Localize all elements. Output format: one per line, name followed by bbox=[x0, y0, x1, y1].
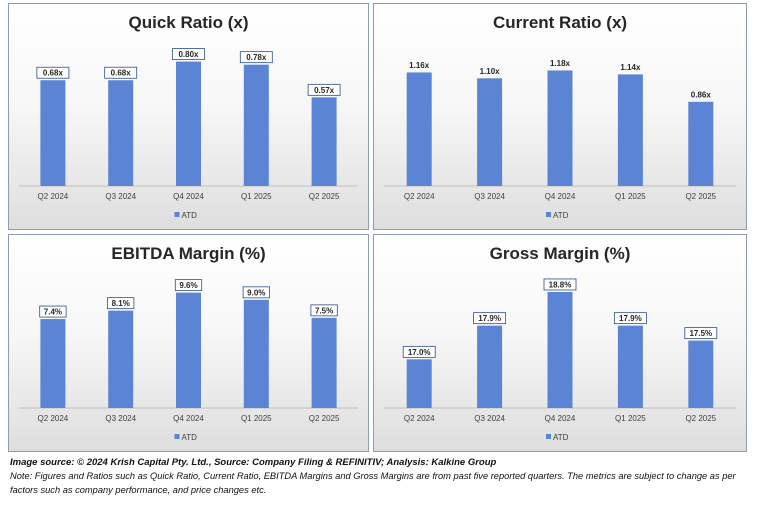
legend-swatch bbox=[174, 434, 180, 439]
legend-swatch bbox=[174, 212, 180, 217]
data-label-box bbox=[613, 312, 647, 325]
bar-q2-2025 bbox=[688, 101, 714, 186]
data-label-box bbox=[172, 48, 205, 60]
bar-q4-2024 bbox=[547, 70, 573, 186]
data-label: 17.9% bbox=[478, 314, 501, 323]
chart-svg: Gross Margin (%) 17.0% Q2 2024 17.9% Q3 2024… bbox=[384, 244, 736, 442]
bar-q1-2025 bbox=[243, 299, 269, 408]
x-tick-label: Q3 2024 bbox=[105, 414, 136, 423]
bar-q2-2024 bbox=[406, 359, 432, 408]
x-tick-label: Q2 2024 bbox=[404, 414, 435, 423]
data-label-box bbox=[104, 66, 138, 79]
chart-title: Current Ratio (x) bbox=[493, 13, 627, 32]
legend-label: ATD bbox=[553, 433, 569, 442]
x-tick-label: Q1 2025 bbox=[615, 414, 646, 423]
bar-q3-2024 bbox=[477, 78, 503, 186]
data-label: 1.18x bbox=[550, 59, 571, 68]
data-label-box bbox=[239, 51, 273, 64]
chart-svg: Quick Ratio (x) 0.68x Q2 2024 0.68x Q3 2024 0… bbox=[19, 13, 358, 220]
chart-svg: EBITDA Margin (%) 7.4% Q2 2024 8.1% Q3 2024 9… bbox=[19, 244, 358, 442]
bar-q2-2025 bbox=[311, 317, 337, 408]
data-label: 1.16x bbox=[409, 61, 430, 70]
chart-panel-quick-ratio: Quick Ratio (x) 0.68x Q2 2024 0.68x Q3 2024 0… bbox=[8, 3, 369, 230]
data-label: 17.0% bbox=[408, 348, 431, 357]
bar-q1-2025 bbox=[617, 325, 643, 408]
x-tick-label: Q2 2024 bbox=[38, 192, 69, 201]
bar-q1-2025 bbox=[243, 64, 269, 186]
bar-q2-2024 bbox=[40, 80, 66, 186]
data-label: 0.57x bbox=[314, 86, 335, 95]
chart-svg: Current Ratio (x) 1.16x Q2 2024 1.10x Q3 202… bbox=[384, 13, 736, 220]
chart-panel-current-ratio: Current Ratio (x) 1.16x Q2 2024 1.10x Q3 202… bbox=[373, 3, 747, 230]
data-label: 9.6% bbox=[179, 281, 197, 290]
x-tick-label: Q1 2025 bbox=[241, 192, 272, 201]
data-label-box bbox=[402, 345, 436, 358]
data-label-box bbox=[473, 312, 506, 325]
data-label-box bbox=[310, 304, 338, 317]
data-label-box bbox=[307, 83, 341, 96]
bar-q2-2024 bbox=[40, 319, 66, 408]
x-tick-label: Q2 2024 bbox=[404, 192, 435, 201]
x-tick-label: Q1 2025 bbox=[615, 192, 646, 201]
x-tick-label: Q2 2025 bbox=[685, 414, 716, 423]
legend-swatch bbox=[546, 434, 551, 439]
bar-q1-2025 bbox=[617, 74, 643, 186]
data-label-box bbox=[242, 286, 270, 299]
data-label: 18.8% bbox=[549, 280, 572, 289]
data-label: 17.9% bbox=[619, 314, 642, 323]
x-tick-label: Q3 2024 bbox=[105, 192, 136, 201]
bar-q3-2024 bbox=[477, 325, 503, 408]
data-label: 9.0% bbox=[247, 288, 265, 297]
data-label: 0.68x bbox=[111, 69, 132, 78]
bar-q3-2024 bbox=[108, 80, 134, 186]
chart-title: Gross Margin (%) bbox=[490, 244, 631, 263]
chart-panel-ebitda-margin: EBITDA Margin (%) 7.4% Q2 2024 8.1% Q3 2024 9… bbox=[8, 234, 369, 452]
data-label: 0.80x bbox=[178, 50, 199, 59]
x-tick-label: Q4 2024 bbox=[173, 192, 204, 201]
legend-label: ATD bbox=[553, 211, 569, 220]
x-tick-label: Q2 2025 bbox=[309, 414, 340, 423]
image-source-text: Image source: © 2024 Krish Capital Pty. … bbox=[10, 457, 497, 468]
bar-q3-2024 bbox=[108, 310, 134, 408]
x-tick-label: Q1 2025 bbox=[241, 414, 272, 423]
x-tick-label: Q3 2024 bbox=[474, 192, 505, 201]
bar-q2-2024 bbox=[406, 72, 432, 186]
data-label-box bbox=[36, 66, 70, 79]
bar-q2-2025 bbox=[688, 340, 714, 408]
data-label-box bbox=[684, 327, 718, 340]
data-label-box bbox=[543, 278, 577, 291]
x-tick-label: Q2 2025 bbox=[309, 192, 340, 201]
x-tick-label: Q4 2024 bbox=[545, 192, 576, 201]
data-label-box bbox=[174, 279, 203, 292]
bar-q4-2024 bbox=[176, 292, 201, 408]
x-tick-label: Q4 2024 bbox=[173, 414, 204, 423]
data-label: 7.5% bbox=[315, 306, 333, 315]
legend-swatch bbox=[546, 212, 551, 217]
chart-panel-gross-margin: Gross Margin (%) 17.0% Q2 2024 17.9% Q3 2024… bbox=[373, 234, 747, 452]
data-label: 7.4% bbox=[44, 308, 62, 317]
data-label-box bbox=[107, 297, 135, 310]
x-tick-label: Q4 2024 bbox=[545, 414, 576, 423]
legend-label: ATD bbox=[182, 211, 198, 220]
bar-q4-2024 bbox=[176, 61, 201, 186]
legend-label: ATD bbox=[182, 433, 198, 442]
data-label: 1.10x bbox=[480, 67, 501, 76]
bar-q2-2025 bbox=[311, 97, 337, 186]
data-label: 17.5% bbox=[689, 329, 712, 338]
x-tick-label: Q2 2025 bbox=[685, 192, 716, 201]
x-tick-label: Q3 2024 bbox=[474, 414, 505, 423]
chart-title: EBITDA Margin (%) bbox=[111, 244, 265, 263]
data-label: 0.68x bbox=[43, 69, 64, 78]
chart-title: Quick Ratio (x) bbox=[129, 13, 249, 32]
data-label: 0.78x bbox=[246, 53, 267, 62]
data-label: 1.14x bbox=[620, 63, 641, 72]
bar-q4-2024 bbox=[547, 291, 573, 408]
data-label: 0.86x bbox=[691, 90, 712, 99]
chart-footer: Image source: © 2024 Krish Capital Pty. … bbox=[10, 456, 755, 497]
footnote-text: Note: Figures and Ratios such as Quick R… bbox=[10, 471, 736, 495]
data-label: 8.1% bbox=[112, 299, 130, 308]
x-tick-label: Q2 2024 bbox=[38, 414, 69, 423]
data-label-box bbox=[39, 305, 67, 318]
